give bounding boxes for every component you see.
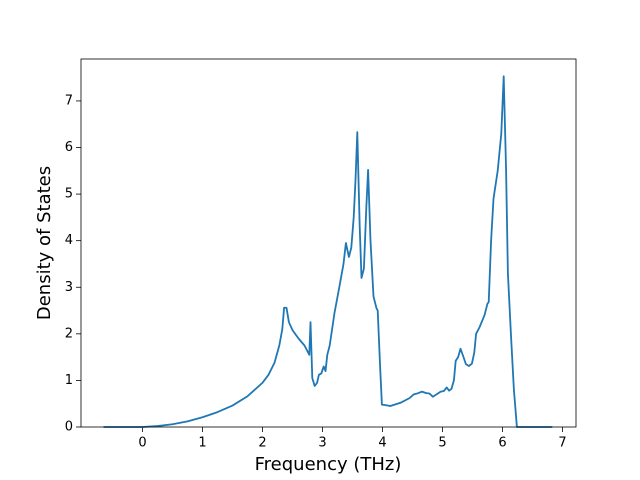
- plot-frame: [80, 58, 577, 428]
- y-axis-label: Density of States: [34, 166, 55, 320]
- y-tick-label: 0: [65, 420, 73, 435]
- y-tick-label: 3: [65, 280, 73, 295]
- x-tick-label: 3: [318, 436, 326, 451]
- y-tick-label: 6: [65, 140, 73, 155]
- x-tick-label: 7: [558, 436, 566, 451]
- x-axis-label: Frequency (THz): [255, 454, 402, 475]
- y-tick-label: 2: [65, 326, 73, 341]
- y-tick-label: 4: [65, 233, 73, 248]
- x-tick-label: 0: [138, 436, 146, 451]
- y-tick-label: 7: [65, 93, 73, 108]
- x-tick-label: 5: [438, 436, 446, 451]
- x-tick-label: 6: [498, 436, 506, 451]
- y-tick-label: 1: [65, 373, 73, 388]
- x-tick-label: 1: [198, 436, 206, 451]
- data-line: [103, 75, 553, 428]
- y-tick-label: 5: [65, 187, 73, 202]
- x-tick-label: 4: [378, 436, 386, 451]
- x-tick-label: 2: [258, 436, 266, 451]
